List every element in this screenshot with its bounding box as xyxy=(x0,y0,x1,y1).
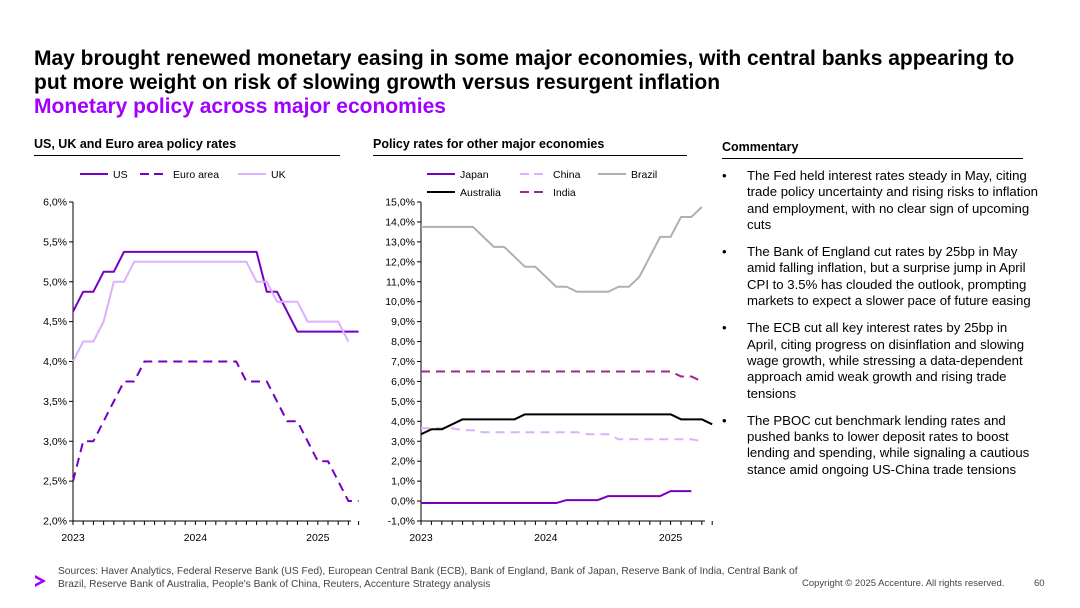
copyright: Copyright © 2025 Accenture. All rights r… xyxy=(802,578,1005,589)
mid-y-tick-label: 3,0% xyxy=(391,436,415,448)
left-legend-label: US xyxy=(113,169,128,181)
mid-y-tick-label: 14,0% xyxy=(385,216,415,228)
left-chart-heading: US, UK and Euro area policy rates xyxy=(34,137,340,156)
mid-y-tick-label: 9,0% xyxy=(391,316,415,328)
left-x-tick-label: 2025 xyxy=(306,532,330,544)
left-y-tick-label: 5,0% xyxy=(43,276,67,288)
mid-x-tick-label: 2025 xyxy=(659,532,683,544)
mid-legend-label: Australia xyxy=(460,187,501,199)
left-y-tick-label: 3,0% xyxy=(43,436,67,448)
page-subtitle: Monetary policy across major economies xyxy=(34,95,446,118)
mid-y-tick-label: 10,0% xyxy=(385,296,415,308)
commentary-item: • The Fed held interest rates steady in M… xyxy=(722,168,1039,232)
left-y-tick-label: 2,5% xyxy=(43,476,67,488)
mid-y-tick-label: 2,0% xyxy=(391,456,415,468)
mid-legend-label: Japan xyxy=(460,169,489,181)
mid-x-tick-label: 2024 xyxy=(534,532,558,544)
left-legend-label: UK xyxy=(271,169,286,181)
bullet-icon: • xyxy=(722,168,727,183)
left-series-euro-area xyxy=(72,360,359,503)
mid-x-tick-label: 2023 xyxy=(409,532,433,544)
left-y-tick-label: 6,0% xyxy=(43,197,67,209)
mid-legend-label: Brazil xyxy=(631,169,657,181)
mid-legend-label: China xyxy=(553,169,581,181)
left-x-tick-label: 2024 xyxy=(184,532,208,544)
left-series-us xyxy=(72,250,359,333)
commentary-panel: • The Fed held interest rates steady in M… xyxy=(722,168,1040,489)
bullet-icon: • xyxy=(722,320,727,336)
mid-y-tick-label: 12,0% xyxy=(385,256,415,268)
commentary-item: • The Bank of England cut rates by 25bp i… xyxy=(722,244,1031,309)
commentary-heading: Commentary xyxy=(722,140,1023,159)
accenture-logo-icon xyxy=(35,575,46,587)
mid-y-tick-label: 5,0% xyxy=(391,396,415,408)
mid-series-brazil xyxy=(421,206,703,293)
mid-y-tick-label: 13,0% xyxy=(385,236,415,248)
mid-series-australia xyxy=(420,413,713,436)
bullet-icon: • xyxy=(722,244,727,260)
left-y-tick-label: 5,5% xyxy=(43,236,67,248)
left-y-tick-label: 4,0% xyxy=(43,356,67,368)
left-y-tick-label: 3,5% xyxy=(43,396,67,408)
page-number: 60 xyxy=(1034,578,1045,589)
left-legend-label: Euro area xyxy=(173,169,219,181)
mid-series-india xyxy=(421,370,703,383)
mid-y-tick-label: 11,0% xyxy=(386,276,415,288)
left-y-tick-label: 4,5% xyxy=(43,316,67,328)
mid-y-tick-label: 4,0% xyxy=(391,416,415,428)
mid-y-tick-label: 15,0% xyxy=(385,197,415,209)
mid-series-china xyxy=(421,427,702,443)
mid-y-tick-label: 7,0% xyxy=(391,356,415,368)
page-title: May brought renewed monetary easing in s… xyxy=(34,47,1015,94)
left-x-tick-label: 2023 xyxy=(61,532,85,544)
commentary-item: • The ECB cut all key interest rates by 2… xyxy=(722,320,1025,401)
mid-series-japan xyxy=(421,490,692,505)
bullet-icon: • xyxy=(722,412,727,428)
mid-y-tick-label: 1,0% xyxy=(391,476,415,488)
commentary-item: • The PBOC cut benchmark lending rates an… xyxy=(722,412,1030,477)
left-series-uk xyxy=(72,260,350,362)
mid-y-tick-label: -1,0% xyxy=(388,516,415,528)
left-y-tick-label: 2,0% xyxy=(43,516,67,528)
mid-y-tick-label: 0,0% xyxy=(391,496,415,508)
middle-chart-heading: Policy rates for other major economies xyxy=(373,137,687,156)
sources-footnote: Sources: Haver Analytics, Federal Reserv… xyxy=(58,566,798,590)
mid-y-tick-label: 6,0% xyxy=(391,376,415,388)
mid-legend-label: India xyxy=(553,187,576,199)
mid-y-tick-label: 8,0% xyxy=(391,336,415,348)
